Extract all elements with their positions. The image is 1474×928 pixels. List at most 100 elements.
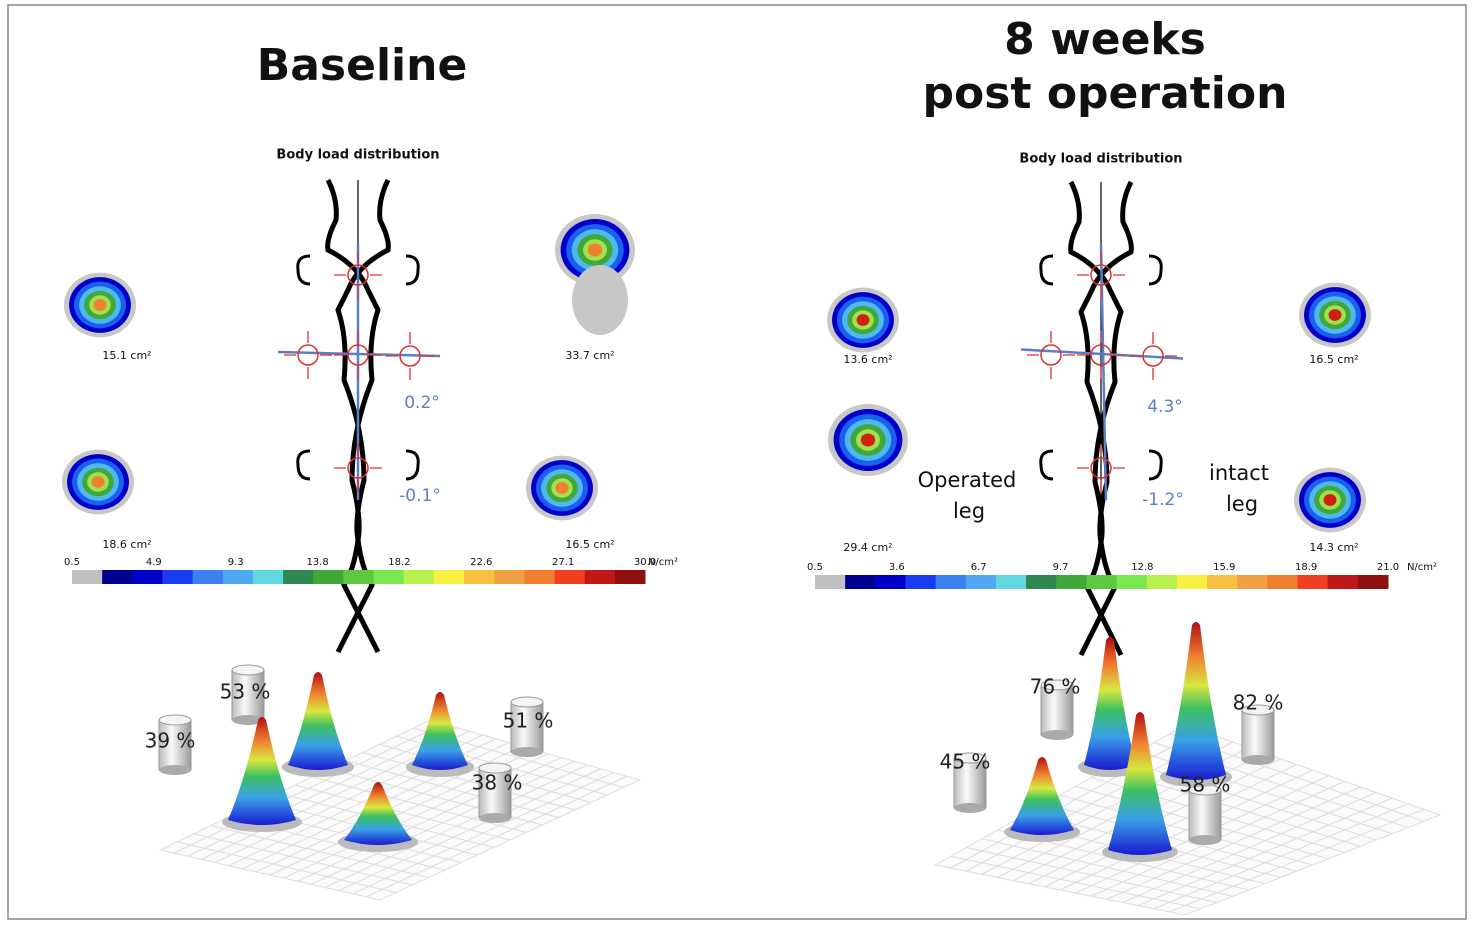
colorbar-segment <box>584 570 616 584</box>
colorbar-segment <box>1086 575 1118 589</box>
load-percentage: 39 % <box>145 729 196 753</box>
peak <box>412 692 468 770</box>
cylinder-top <box>478 762 512 774</box>
panel-title: 8 weeks <box>1004 14 1206 65</box>
floor-grid <box>352 772 614 895</box>
leg-label: Operated <box>918 468 1017 492</box>
target <box>1040 344 1062 366</box>
ear <box>1039 254 1054 286</box>
colorbar-segment <box>222 570 254 584</box>
peak <box>1010 757 1074 835</box>
colorbar-segment <box>1146 575 1178 589</box>
peak <box>288 672 348 770</box>
paw-print <box>587 243 603 257</box>
cylinder-top <box>510 696 544 708</box>
load-percentage: 45 % <box>940 750 991 774</box>
target <box>297 344 319 366</box>
paw-area: 33.7 cm² <box>565 349 614 362</box>
peak <box>344 782 412 845</box>
cylinder-bottom <box>954 803 986 813</box>
colorbar-segment <box>132 570 163 584</box>
colorbar-segment <box>313 570 344 584</box>
target <box>347 344 369 366</box>
cylinder <box>1241 709 1275 761</box>
target <box>347 457 369 479</box>
target <box>399 345 421 367</box>
angle-bg <box>1143 395 1187 419</box>
angle-bg <box>398 484 442 508</box>
peak <box>1166 622 1226 780</box>
panel-title: Baseline <box>257 40 468 91</box>
load-percentage: 82 % <box>1233 691 1284 715</box>
colorbar-segment <box>1026 575 1057 589</box>
paw-area: 18.6 cm² <box>102 538 151 551</box>
colorbar-tick: 6.7 <box>971 562 987 573</box>
ear <box>405 254 420 286</box>
colorbar-segment <box>1116 575 1148 589</box>
load-percentage: 38 % <box>472 771 523 795</box>
paw-print <box>860 433 876 447</box>
colorbar-segment <box>1056 575 1087 589</box>
colorbar-segment <box>464 570 495 584</box>
colorbar-segment <box>965 575 997 589</box>
floor-grid <box>311 776 527 833</box>
subtitle: Body load distribution <box>1019 152 1182 167</box>
colorbar-segment <box>283 570 314 584</box>
load-percentage: 53 % <box>220 680 271 704</box>
paw-print <box>91 476 105 488</box>
angle-bg <box>1141 488 1185 512</box>
paw-area: 29.4 cm² <box>843 541 892 554</box>
colorbar-segment <box>995 575 1027 589</box>
colorbar-segment <box>1327 575 1359 589</box>
cylinder <box>158 719 192 771</box>
colorbar-tick: 15.9 <box>1213 562 1235 573</box>
target-cross <box>1027 331 1075 379</box>
colorbar-tick: 4.9 <box>146 557 162 568</box>
paw-area: 14.3 cm² <box>1309 541 1358 554</box>
angle: 0.2° <box>404 393 440 413</box>
ear <box>296 254 311 286</box>
angle: 4.3° <box>1147 397 1183 417</box>
load-percentage: 76 % <box>1030 675 1081 699</box>
floor-grid <box>362 752 576 811</box>
target-cross <box>334 444 382 492</box>
target <box>1142 345 1164 367</box>
colorbar-tick: 18.9 <box>1295 562 1317 573</box>
floor-grid <box>1106 786 1361 900</box>
colorbar-segment <box>905 575 937 589</box>
ear <box>1039 449 1054 481</box>
colorbar-segment <box>343 570 375 584</box>
colorbar-segment <box>554 570 586 584</box>
cylinder-bottom <box>479 813 511 823</box>
leg-label: leg <box>1226 492 1258 516</box>
leg-label: intact <box>1209 461 1269 485</box>
target-cross <box>284 331 332 379</box>
floor-grid <box>338 768 601 892</box>
cylinder-top <box>1040 679 1074 691</box>
target-cross <box>1077 251 1125 299</box>
target-cross <box>1129 332 1177 380</box>
colorbar-tick: 21.0 <box>1377 562 1399 573</box>
target <box>1090 264 1112 286</box>
colorbar-segment <box>1176 575 1208 589</box>
colorbar-segment <box>1207 575 1238 589</box>
cylinder-top <box>953 752 987 764</box>
colorbar-segment <box>845 575 876 589</box>
angle: -1.2° <box>1142 490 1184 510</box>
floor-grid <box>1153 803 1409 910</box>
axis-h <box>277 350 441 358</box>
cylinder-top <box>1241 704 1275 716</box>
colorbar-segment <box>935 575 967 589</box>
target-cross <box>334 251 382 299</box>
subtitle: Body load distribution <box>276 148 439 163</box>
paw-print <box>1323 494 1337 506</box>
paw-print <box>555 482 569 494</box>
colorbar-segment <box>102 570 133 584</box>
colorbar-segment <box>1357 575 1389 589</box>
panel-title: post operation <box>923 68 1288 119</box>
paw-print <box>572 265 628 335</box>
colorbar-segment <box>1237 575 1268 589</box>
colorbar-segment <box>162 570 194 584</box>
colorbar-tick: 18.2 <box>388 557 410 568</box>
